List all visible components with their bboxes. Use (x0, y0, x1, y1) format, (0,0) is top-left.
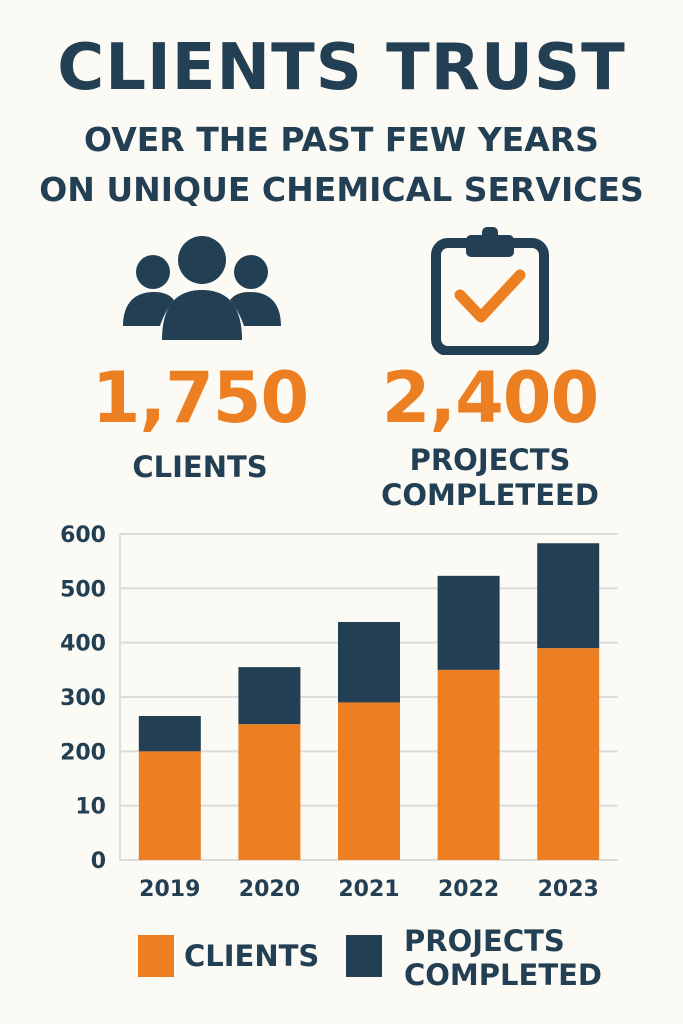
legend-swatch-clients (138, 935, 174, 977)
bar-clients (138, 751, 201, 860)
x-tick-label: 2019 (139, 877, 200, 902)
bar-projects-completed (537, 543, 600, 649)
bar-projects-completed (437, 575, 500, 670)
x-tick-label: 2022 (438, 877, 499, 902)
y-tick-label: 600 (60, 523, 106, 548)
legend-label-projects-line-2: COMPLETED (404, 958, 603, 992)
y-tick-label: 500 (60, 577, 106, 602)
projects-label-line-2: COMPLETEED (381, 478, 599, 512)
bar-clients (537, 648, 600, 860)
subtitle-line-1: OVER THE PAST FEW YEARS (84, 120, 599, 159)
y-tick-label: 400 (60, 632, 106, 657)
subtitle-line-2: ON UNIQUE CHEMICAL SERVICES (39, 170, 644, 209)
projects-label-line-1: PROJECTS (409, 443, 571, 477)
clipboard-check-icon (431, 227, 549, 355)
bar-projects-completed (138, 716, 201, 752)
bar-clients (338, 702, 400, 860)
bar-clients (437, 669, 500, 860)
clients-label: CLIENTS (132, 450, 268, 484)
bar-projects-completed (338, 622, 400, 703)
projects-count: 2,400 (381, 357, 599, 439)
y-tick-label: 0 (91, 849, 106, 874)
legend-swatch-projects (346, 935, 382, 977)
x-tick-label: 2023 (538, 877, 599, 902)
y-tick-label: 300 (60, 686, 106, 711)
y-tick-label: 200 (60, 740, 106, 765)
legend-label-projects-line-1: PROJECTS (404, 924, 565, 958)
bar-clients (238, 724, 301, 860)
x-tick-label: 2021 (338, 877, 399, 902)
people-group-icon (123, 236, 281, 340)
stacked-bar-chart: 0 10 200 300 400 500 600 2019 2020 2021 2022 2023 (60, 523, 618, 902)
clients-count: 1,750 (91, 357, 309, 439)
x-tick-label: 2020 (239, 877, 300, 902)
page-title: CLIENTS TRUST (57, 31, 626, 105)
bar-projects-completed (238, 667, 301, 725)
legend-label-clients: CLIENTS (184, 939, 320, 973)
y-tick-label: 10 (75, 795, 106, 820)
